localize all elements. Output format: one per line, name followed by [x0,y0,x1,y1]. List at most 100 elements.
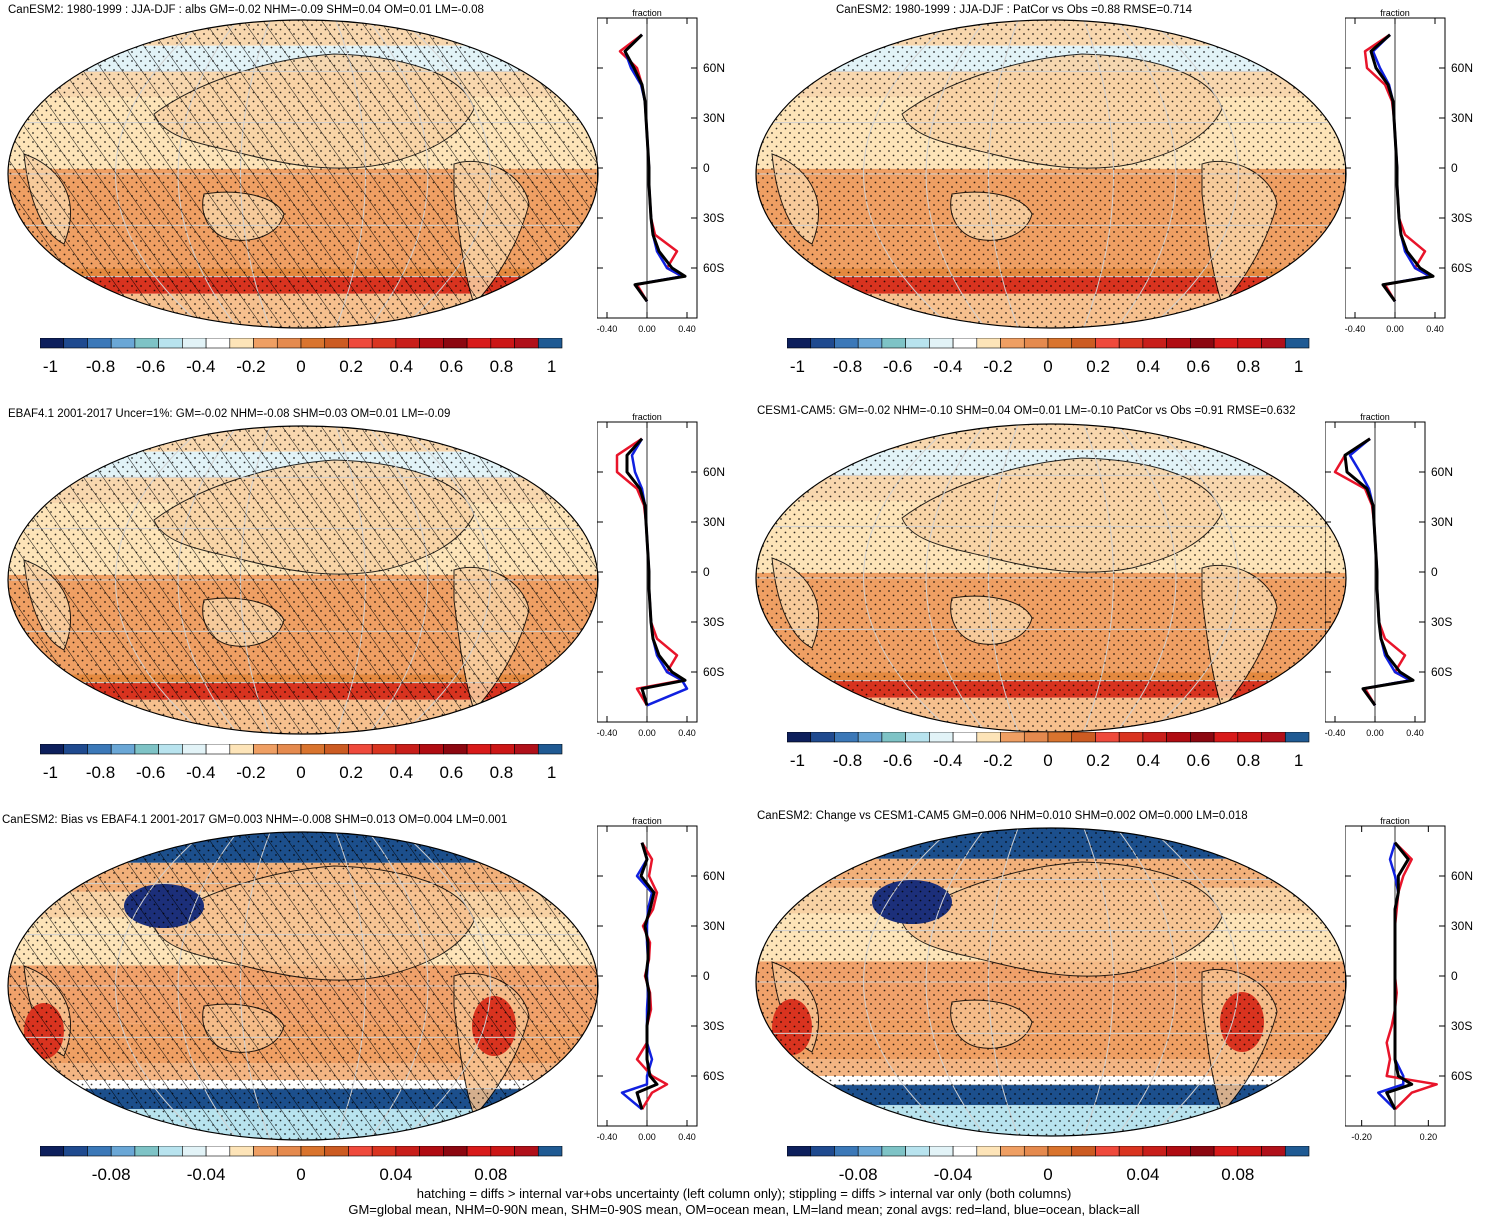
colorbar-swatch [40,338,65,349]
map-4 [755,423,1347,733]
colorbar-swatch [110,1146,136,1157]
zonal-series-ocean [1348,437,1412,707]
colorbar-swatch [1284,338,1310,349]
colorbar-swatch [929,338,954,349]
colorbar-label: 0.8 [490,763,514,782]
colorbar-swatch [1000,732,1025,743]
colorbar-swatch [1261,338,1286,349]
colorbar-swatch [834,338,859,349]
colorbar-label: 1 [547,357,556,376]
colorbar-swatch [834,732,859,743]
colorbar-swatch [881,338,906,349]
colorbar-swatch [1190,338,1215,349]
zonal-lat-label: 60S [1451,261,1472,275]
colorbar-swatch [952,1146,978,1157]
colorbar-label: 0.6 [1187,357,1211,376]
colorbar-swatch [300,1146,326,1157]
colorbar-swatch [371,1146,397,1157]
colorbar-label: -0.2 [236,357,265,376]
zonal-lat-label: 60S [1451,1069,1472,1083]
panel-title: CESM1-CAM5: GM=-0.02 NHM=-0.10 SHM=0.04 … [757,405,1296,417]
colorbar-label: 0.8 [1237,357,1261,376]
colorbar-swatch [787,1146,812,1157]
colorbar-swatch [229,744,254,755]
zonal-mean-plot-3: fraction -0.40 0.00 0.40 60N 30N 0 30S 60S [597,412,725,738]
colorbar-swatch [905,1146,930,1157]
colorbar-swatch [881,1146,906,1157]
colorbar-swatch [466,1146,492,1157]
colorbar-swatch [158,338,183,349]
colorbar-4: -1 -0.8 -0.6 -0.4 -0.2 0 0.2 0.4 0.6 0.8 1 [787,732,1310,770]
colorbar-label: -0.2 [983,751,1012,770]
zonal-x-tick: 0.40 [1406,728,1424,738]
zonal-x-tick: 0.00 [638,1132,656,1142]
zonal-lat-label: 60S [703,1069,724,1083]
colorbar-swatch [443,1146,468,1157]
colorbar-label: 0.08 [474,1165,507,1184]
zonal-lat-label: 60N [703,869,725,883]
colorbar-swatch [787,338,812,349]
zonal-series-land [618,33,684,302]
colorbar-swatch [134,338,159,349]
colorbar-swatch [324,1146,349,1157]
colorbar-swatch [253,744,278,755]
zonal-series-ocean [630,438,689,707]
colorbar-swatch [490,338,515,349]
panel-title: CanESM2: 1980-1999 : JJA-DJF : albs GM=-… [8,4,484,16]
colorbar-swatch [158,1146,183,1157]
colorbar-swatch [1213,732,1239,743]
colorbar-label: 0.8 [1237,751,1261,770]
zonal-lat-label: 30N [1451,919,1473,933]
colorbar-label: -0.6 [883,357,912,376]
colorbar-swatch [1071,338,1096,349]
colorbar-swatch [834,1146,859,1157]
zonal-lat-label: 0 [1431,565,1438,579]
zonal-mean-plot-5: fraction -0.40 0.00 0.40 60N 30N 0 30S 60S [597,816,725,1142]
colorbar-label: 0 [296,763,305,782]
colorbar-swatch [348,744,373,755]
colorbar-label: 0.08 [1221,1165,1254,1184]
colorbar-swatch [300,744,326,755]
colorbar-swatch [229,338,254,349]
footer-note-2: GM=global mean, NHM=0-90N mean, SHM=0-90… [348,1202,1140,1217]
zonal-lat-label: 30S [703,211,724,225]
colorbar-swatch [300,338,326,349]
colorbar-swatch [395,1146,420,1157]
colorbar-swatch [419,1146,444,1157]
colorbar-swatch [1142,338,1167,349]
zonal-lat-label: 0 [1451,969,1458,983]
colorbar-label: -1 [43,357,58,376]
colorbar-swatch [1237,732,1262,743]
colorbar-swatch [158,744,183,755]
colorbar-swatch [952,732,978,743]
zonal-x-tick: 0.20 [1420,1132,1438,1142]
colorbar-swatch [976,732,1001,743]
colorbar-label: 0.6 [440,763,464,782]
colorbar-swatch [857,1146,883,1157]
colorbar-label: -1 [790,357,805,376]
colorbar-swatch [110,744,136,755]
colorbar-swatch [976,338,1001,349]
colorbar-swatch [40,744,65,755]
colorbar-label: 0.04 [379,1165,412,1184]
colorbar-swatch [1237,338,1262,349]
colorbar-swatch [1118,338,1144,349]
colorbar-swatch [205,1146,231,1157]
zonal-x-tick: 0.40 [678,728,696,738]
colorbar-label: 1 [1294,751,1303,770]
colorbar-label: -0.4 [186,763,215,782]
colorbar-swatch [229,1146,254,1157]
colorbar-swatch [348,338,373,349]
zonal-lat-label: 30N [1431,515,1453,529]
colorbar-swatch [1000,1146,1025,1157]
map-3 [7,425,599,735]
colorbar-swatch [324,338,349,349]
colorbar-swatch [490,1146,515,1157]
colorbar-label: 0 [1043,751,1052,770]
colorbar-swatch [87,1146,112,1157]
colorbar-swatch [276,338,302,349]
colorbar-swatch [1284,732,1310,743]
colorbar-1: -1 -0.8 -0.6 -0.4 -0.2 0 0.2 0.4 0.6 0.8 1 [40,338,563,376]
colorbar-5: -0.08 -0.04 0 0.04 0.08 [40,1146,563,1184]
zonal-lat-label: 60S [703,261,724,275]
